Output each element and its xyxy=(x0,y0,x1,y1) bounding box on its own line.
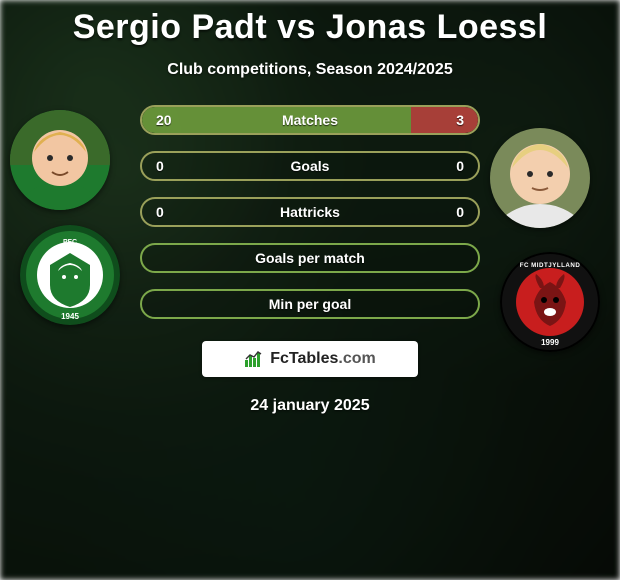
source-brand: FcTables.com xyxy=(270,350,376,368)
subtitle: Club competitions, Season 2024/2025 xyxy=(0,61,620,79)
source-brand-domain: .com xyxy=(338,350,375,367)
player-left-avatar xyxy=(10,110,110,210)
stat-left-value: 0 xyxy=(156,204,196,220)
stats-list: 20 Matches 3 0 Goals 0 0 Hattricks 0 Goa… xyxy=(140,105,480,319)
stat-label: Hattricks xyxy=(280,204,340,220)
club-left-crest-svg: PFC 1945 xyxy=(20,225,120,325)
stat-row: 0 Goals 0 xyxy=(140,151,480,181)
page-title: Sergio Padt vs Jonas Loessl xyxy=(0,8,620,47)
source-brand-name: FcTables xyxy=(270,350,338,367)
bar-chart-icon xyxy=(244,350,264,368)
club-left-year: 1945 xyxy=(61,312,79,321)
stat-left-value: 20 xyxy=(156,112,196,128)
stat-row: Min per goal xyxy=(140,289,480,319)
stat-label: Goals per match xyxy=(255,250,365,266)
club-right-top-text: FC MIDTJYLLAND xyxy=(520,262,581,269)
source-badge: FcTables.com xyxy=(202,341,418,377)
player-right-avatar-svg xyxy=(490,128,590,228)
stat-row: 20 Matches 3 xyxy=(140,105,480,135)
club-left-top-text: PFC xyxy=(63,239,77,246)
stat-right-value: 0 xyxy=(424,204,464,220)
stat-right-value: 3 xyxy=(424,112,464,128)
club-right-crest-svg: FC MIDTJYLLAND 1999 xyxy=(500,252,600,352)
club-left-crest: PFC 1945 xyxy=(20,225,120,325)
stat-right-value: 0 xyxy=(424,158,464,174)
stat-row: Goals per match xyxy=(140,243,480,273)
club-right-crest: FC MIDTJYLLAND 1999 xyxy=(500,252,600,352)
stat-row: 0 Hattricks 0 xyxy=(140,197,480,227)
date: 24 january 2025 xyxy=(0,397,620,415)
stat-label: Matches xyxy=(282,112,338,128)
club-right-year: 1999 xyxy=(541,338,559,347)
comparison-card: Sergio Padt vs Jonas Loessl Club competi… xyxy=(0,0,620,580)
stat-label: Min per goal xyxy=(269,296,351,312)
player-left-avatar-svg xyxy=(10,110,110,210)
stat-label: Goals xyxy=(291,158,330,174)
player-right-avatar xyxy=(490,128,590,228)
stat-left-value: 0 xyxy=(156,158,196,174)
